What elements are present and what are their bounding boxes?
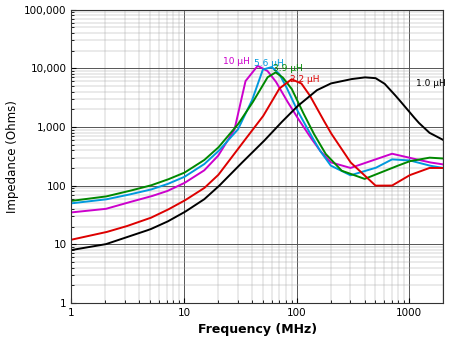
Text: 10 μH: 10 μH [223, 57, 250, 66]
Text: 3.9 μH: 3.9 μH [273, 64, 303, 73]
X-axis label: Frequency (MHz): Frequency (MHz) [198, 324, 317, 337]
Text: 2.2 μH: 2.2 μH [290, 75, 320, 84]
Text: 1.0 μH: 1.0 μH [416, 79, 446, 88]
Text: 5.6 μH: 5.6 μH [254, 59, 284, 68]
Y-axis label: Impedance (Ohms): Impedance (Ohms) [5, 100, 19, 213]
